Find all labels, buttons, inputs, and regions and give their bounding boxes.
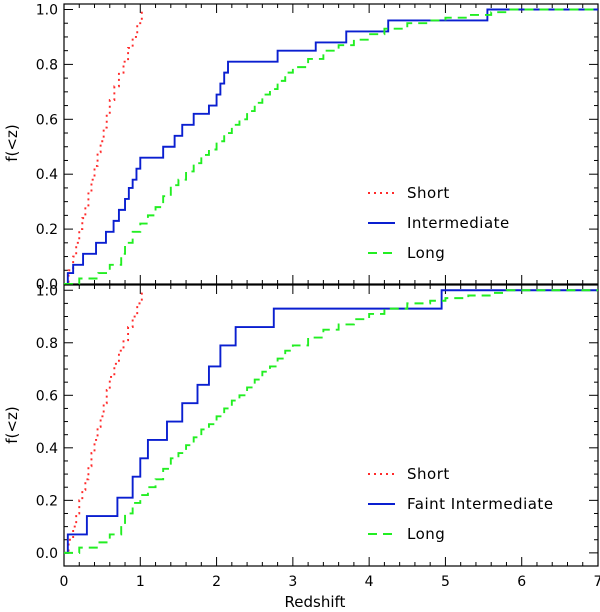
- legend-label-intermediate-top: Intermediate: [407, 214, 510, 232]
- x-tick-label: 3: [288, 574, 297, 590]
- y-tick-label-top: 0.4: [36, 167, 58, 183]
- top-panel: 0.0 0.2 0.4 0.6 0.8 1.0 Short Intermediate Long: [36, 2, 599, 293]
- y-tick-label-bottom: 0.8: [36, 336, 58, 352]
- series-line-short-bottom: [64, 290, 143, 554]
- series-line-long-bottom: [64, 289, 598, 554]
- x-axis-label: Redshift: [285, 593, 346, 611]
- y-axis-label-bottom: f(<z): [3, 406, 21, 443]
- x-tick-label: 0: [60, 574, 69, 590]
- y-tick-label-bottom: 0.4: [36, 441, 58, 457]
- y-tick-label-top: 0.0: [36, 277, 58, 293]
- legend-label-short-bottom: Short: [407, 465, 450, 483]
- x-tick-label: 6: [517, 574, 526, 590]
- x-tick-label: 7: [594, 574, 600, 590]
- series-line-short-top: [64, 9, 143, 285]
- y-tick-label-top: 1.0: [36, 2, 58, 18]
- plot-frame-top: [63, 3, 599, 285]
- legend-label-short-top: Short: [407, 184, 450, 202]
- x-tick-label: 4: [365, 574, 374, 590]
- y-tick-label-bottom: 0.2: [36, 493, 58, 509]
- y-tick-label-top: 0.8: [36, 57, 58, 73]
- y-axis-label-top: f(<z): [3, 124, 21, 161]
- y-tick-label-bottom: 0.6: [36, 388, 58, 404]
- y-tick-label-top: 0.6: [36, 112, 58, 128]
- series-line-intermediate-top: [64, 8, 598, 285]
- series-line-long-top: [64, 8, 598, 285]
- y-tick-label-bottom: 1.0: [36, 283, 58, 299]
- legend-label-long-top: Long: [407, 244, 445, 262]
- legend-label-long-bottom: Long: [407, 525, 445, 543]
- x-tick-label: 1: [136, 574, 145, 590]
- series-line-intermediate-bottom: [64, 289, 598, 554]
- legend-label-intermediate-bottom: Faint Intermediate: [407, 495, 554, 513]
- y-tick-label-top: 0.2: [36, 222, 58, 238]
- x-tick-label: 5: [441, 574, 450, 590]
- y-tick-label-bottom: 0.0: [36, 546, 58, 562]
- bottom-panel: 0.0 0.2 0.4 0.6 0.8 1.0 0 1 2 3 4 5 6 7 Short Faint Int…: [36, 283, 600, 590]
- x-tick-label: 2: [212, 574, 221, 590]
- plot-frame-bottom: [63, 284, 599, 567]
